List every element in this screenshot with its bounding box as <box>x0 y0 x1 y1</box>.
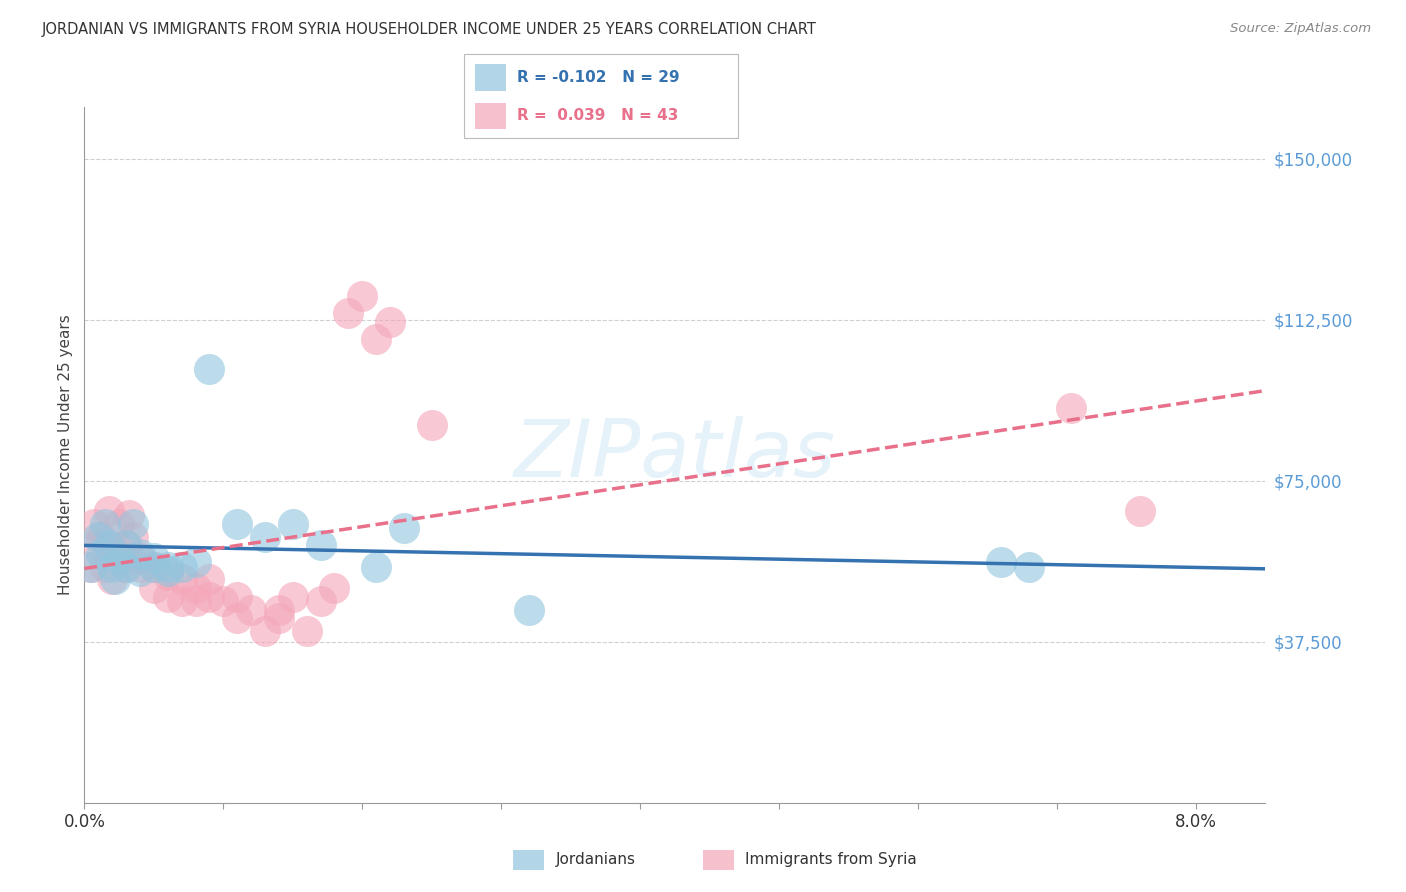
Y-axis label: Householder Income Under 25 years: Householder Income Under 25 years <box>58 315 73 595</box>
Point <box>198 362 221 376</box>
Point <box>226 611 249 625</box>
Point <box>253 624 276 638</box>
Point <box>226 516 249 531</box>
Point <box>94 559 117 574</box>
Point <box>118 508 141 522</box>
Text: ZIPatlas: ZIPatlas <box>513 416 837 494</box>
Point <box>122 516 145 531</box>
Point <box>170 559 193 574</box>
Point <box>80 559 103 574</box>
Point <box>281 516 304 531</box>
Text: Jordanians: Jordanians <box>555 853 636 867</box>
Point <box>378 315 401 329</box>
Point <box>108 551 131 566</box>
Point <box>142 559 165 574</box>
Point <box>108 516 131 531</box>
Point <box>990 555 1012 569</box>
Point <box>198 590 221 604</box>
Point <box>80 559 103 574</box>
Point <box>184 555 207 569</box>
Point <box>184 581 207 595</box>
Point <box>184 594 207 608</box>
Point <box>115 538 138 552</box>
Point <box>101 573 124 587</box>
Point <box>94 516 117 531</box>
Point <box>142 559 165 574</box>
Point <box>104 573 127 587</box>
Point <box>267 611 290 625</box>
Point <box>253 529 276 543</box>
Point <box>115 559 138 574</box>
Point <box>115 538 138 552</box>
Point <box>90 547 112 561</box>
Point <box>337 306 360 320</box>
Text: R =  0.039   N = 43: R = 0.039 N = 43 <box>517 109 679 123</box>
Point <box>240 602 263 616</box>
Point <box>156 568 179 582</box>
Point <box>98 538 121 552</box>
Point <box>295 624 318 638</box>
Point <box>226 590 249 604</box>
Point <box>352 289 374 303</box>
Point <box>1129 504 1152 518</box>
Point <box>420 417 443 432</box>
Point <box>129 551 152 566</box>
Text: R = -0.102   N = 29: R = -0.102 N = 29 <box>517 70 681 85</box>
Point <box>83 516 105 531</box>
Point <box>366 332 388 346</box>
Point <box>87 538 110 552</box>
Point <box>129 559 152 574</box>
Point <box>156 564 179 578</box>
Point <box>101 559 124 574</box>
Point <box>212 594 235 608</box>
Point <box>90 529 112 543</box>
Point <box>104 547 127 561</box>
Text: Immigrants from Syria: Immigrants from Syria <box>745 853 917 867</box>
Point <box>366 559 388 574</box>
Point <box>170 573 193 587</box>
Point <box>115 559 138 574</box>
Point <box>198 573 221 587</box>
Point <box>517 602 540 616</box>
Point <box>281 590 304 604</box>
Point <box>129 564 152 578</box>
Point <box>309 594 332 608</box>
Point <box>142 551 165 566</box>
Point <box>142 581 165 595</box>
Point <box>267 602 290 616</box>
Point <box>129 547 152 561</box>
Point <box>122 529 145 543</box>
Point <box>323 581 346 595</box>
Point <box>1060 401 1083 415</box>
Text: JORDANIAN VS IMMIGRANTS FROM SYRIA HOUSEHOLDER INCOME UNDER 25 YEARS CORRELATION: JORDANIAN VS IMMIGRANTS FROM SYRIA HOUSE… <box>42 22 817 37</box>
Point <box>98 504 121 518</box>
Point <box>170 594 193 608</box>
Point <box>1018 559 1040 574</box>
Point <box>87 529 110 543</box>
Point <box>392 521 415 535</box>
Point <box>156 559 179 574</box>
Point <box>309 538 332 552</box>
Point <box>156 590 179 604</box>
Text: Source: ZipAtlas.com: Source: ZipAtlas.com <box>1230 22 1371 36</box>
